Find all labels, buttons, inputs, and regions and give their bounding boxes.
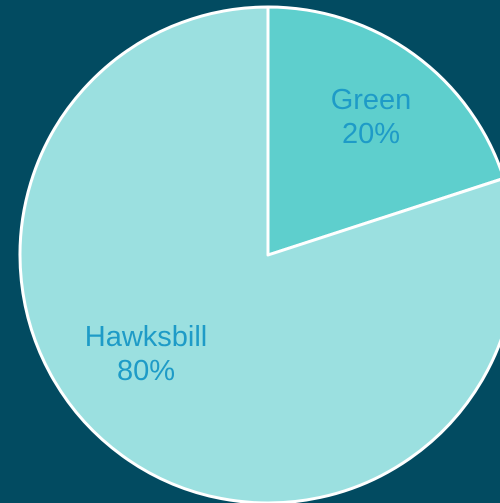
slice-value-label: 80%: [117, 355, 175, 387]
slice-value-label: 20%: [342, 118, 400, 150]
slice-category-label: Hawksbill: [85, 321, 207, 353]
slice-category-label: Green: [331, 84, 412, 116]
pie-labels: Green 20% Hawksbill 80%: [85, 84, 412, 387]
slice-label-hawksbill: Hawksbill 80%: [85, 321, 207, 387]
pie-slice-hawksbill: [18, 5, 500, 503]
pie-slices: [18, 5, 500, 503]
slice-label-green: Green 20%: [331, 84, 412, 150]
pie-slice-green: [266, 5, 500, 257]
